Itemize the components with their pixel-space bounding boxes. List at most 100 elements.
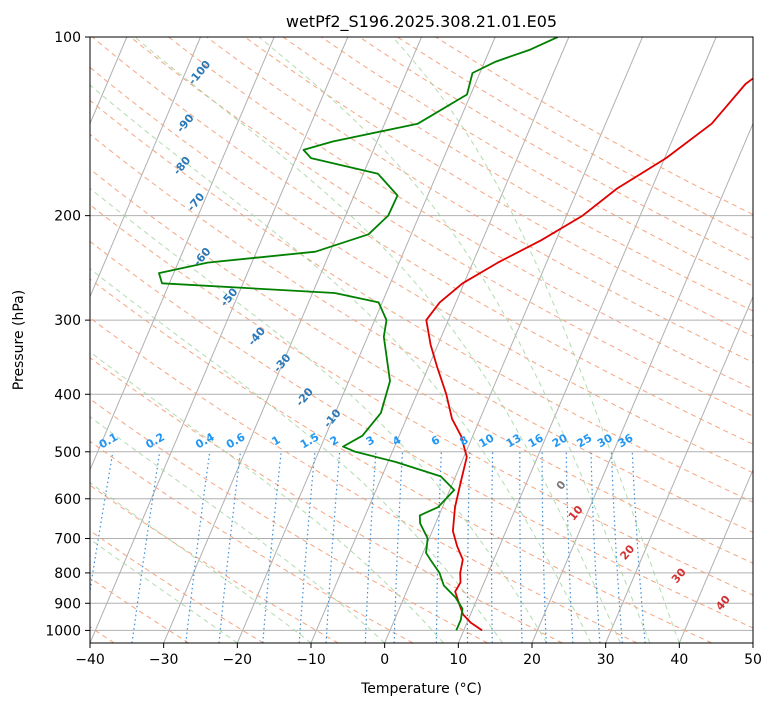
mixing-ratio-label: 0.6 [224, 430, 248, 451]
dry-adiabat-line [168, 37, 753, 390]
y-tick-label: 1000 [45, 623, 81, 639]
dry-adiabat-line [320, 37, 753, 287]
dry-adiabat-line [130, 37, 753, 417]
mixing-ratio-label: 13 [504, 431, 524, 450]
y-tick-label: 800 [54, 566, 81, 582]
dewpoint-profile-line [158, 37, 559, 631]
dry-adiabat-label: -70 [185, 190, 208, 214]
mixing-ratio-label: 2 [328, 433, 341, 448]
mixing-ratio-line [131, 451, 161, 643]
isotherm-line [531, 122, 753, 643]
mixing-ratio-line [393, 451, 404, 643]
dry-adiabat-line [91, 37, 753, 445]
mixing-ratio-line [541, 451, 547, 643]
dry-adiabat-line [90, 398, 488, 643]
y-tick-label: 300 [54, 313, 81, 329]
moist-adiabat-label: 20 [618, 542, 638, 562]
moist-adiabat-line [90, 416, 386, 643]
isotherm-line [236, 37, 496, 643]
mixing-ratio-label: 25 [575, 431, 595, 450]
dry-adiabat-label: -50 [218, 285, 241, 309]
dry-adiabat-line [90, 278, 712, 643]
dry-adiabat-label: -20 [293, 385, 316, 409]
mixing-ratio-label: 0.2 [143, 430, 166, 451]
moist-adiabat-line [90, 187, 548, 643]
chart-series [158, 37, 753, 632]
isotherm-line [752, 641, 753, 643]
dry-adiabat-line [90, 168, 753, 564]
mixing-ratio-label: 20 [550, 431, 570, 450]
y-tick-label: 100 [54, 30, 81, 46]
mixing-ratio-line [262, 451, 282, 643]
isotherm-line [457, 37, 717, 643]
isotherm-line [90, 37, 349, 643]
mixing-ratio-line [364, 451, 377, 643]
x-tick-label: 50 [744, 652, 762, 668]
moist-adiabat-line [90, 84, 592, 643]
x-tick-label: 40 [670, 652, 688, 668]
mixing-ratio-label: 0.1 [97, 430, 120, 451]
isotherm-line [384, 37, 643, 643]
isotherm-line [163, 37, 422, 643]
mixing-ratio-line [218, 451, 242, 643]
isotherm-line [90, 37, 201, 298]
moist-adiabat-label: 40 [713, 593, 733, 613]
x-tick-label: −20 [223, 652, 253, 668]
dry-adiabat-line [90, 484, 339, 643]
dry-adiabat-line [206, 37, 753, 363]
plot-frame [89, 36, 754, 644]
y-tick-label: 400 [54, 387, 81, 403]
mixing-ratio-label: 3 [364, 433, 377, 448]
moist-adiabat-label: 30 [669, 565, 689, 585]
mixing-ratio-line [519, 451, 523, 643]
chart-axes: −40 −30 −20 −10 0 10 20 30 40 5010020030040050060… [45, 30, 762, 668]
chart-reference-labels: -100-90-80-70-60-50-40-30-20-100.1 0.2 0.4… [97, 58, 733, 613]
y-tick-label: 600 [54, 492, 81, 508]
dry-adiabat-line [435, 37, 753, 216]
moist-adiabat-line [90, 351, 444, 643]
y-tick-label: 700 [54, 532, 81, 548]
moist-adiabat-line [258, 37, 651, 643]
mixing-ratio-line [435, 451, 442, 643]
mixing-ratio-line [631, 451, 646, 643]
x-tick-label: −10 [296, 652, 326, 668]
mixing-ratio-line [590, 451, 601, 643]
mixing-ratio-line [185, 451, 211, 643]
dry-adiabat-line [90, 440, 414, 643]
mixing-ratio-line [466, 451, 471, 643]
dry-adiabat-line [90, 530, 264, 643]
mixing-ratio-line [325, 451, 341, 643]
dry-adiabat-line [90, 357, 563, 643]
mixing-ratio-line [298, 451, 316, 643]
x-tick-label: −40 [75, 652, 105, 668]
mixing-ratio-label: 4 [390, 433, 403, 448]
dry-adiabat-line [359, 37, 753, 263]
x-tick-label: 30 [597, 652, 615, 668]
mixing-ratio-label: 1 [269, 433, 282, 448]
mixing-ratio-label: 36 [616, 431, 636, 450]
temperature-profile-line [425, 77, 753, 632]
x-tick-label: 0 [380, 652, 389, 668]
mixing-ratio-label: 16 [526, 431, 546, 450]
mixing-ratio-line [565, 451, 574, 643]
dry-adiabat-line [90, 133, 753, 533]
dry-adiabat-line [90, 317, 638, 643]
mixing-ratio-line [90, 451, 114, 595]
dry-adiabat-line [282, 37, 753, 312]
dry-adiabat-line [90, 577, 190, 643]
moist-adiabat-label: 10 [566, 503, 586, 523]
dry-adiabat-line [90, 66, 753, 474]
y-tick-label: 500 [54, 445, 81, 461]
dry-adiabat-label: -80 [171, 154, 194, 178]
x-tick-label: 10 [449, 652, 467, 668]
dry-adiabat-line [90, 99, 753, 503]
x-tick-label: 20 [523, 652, 541, 668]
chart-title: wetPf2_S196.2025.308.21.01.E05 [286, 12, 557, 32]
y-tick-label: 900 [54, 596, 81, 612]
dry-adiabat-label: -10 [321, 406, 344, 430]
x-tick-label: −30 [149, 652, 179, 668]
y-axis-label: Pressure (hPa) [11, 290, 27, 390]
mixing-ratio-label: 30 [595, 431, 615, 450]
dry-adiabat-line [244, 37, 753, 337]
